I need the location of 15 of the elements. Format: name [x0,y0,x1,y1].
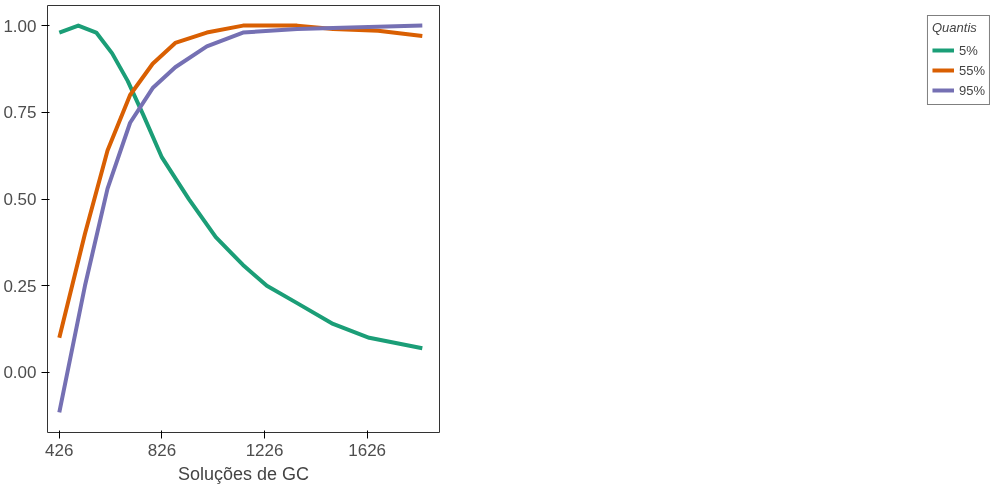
legend-label: 95% [958,82,985,98]
x-tick-label: 1626 [348,440,387,460]
x-tick-label: 426 [45,440,74,460]
y-tick-label: 0.25 [3,276,37,296]
legend-title: Quantis [931,20,978,35]
y-tick-label: 1.00 [3,16,37,36]
y-tick-label: 0.75 [3,103,37,123]
legend-label: 55% [958,62,985,78]
x-axis-title: Soluções de GC [177,463,310,484]
legend-label: 5% [958,42,979,58]
line-series [57,23,425,415]
y-tick-label: 0.00 [3,363,37,383]
x-tick-label: 1226 [245,440,284,460]
y-tick-label: 0.50 [3,190,37,210]
x-tick-label: 826 [147,440,177,460]
